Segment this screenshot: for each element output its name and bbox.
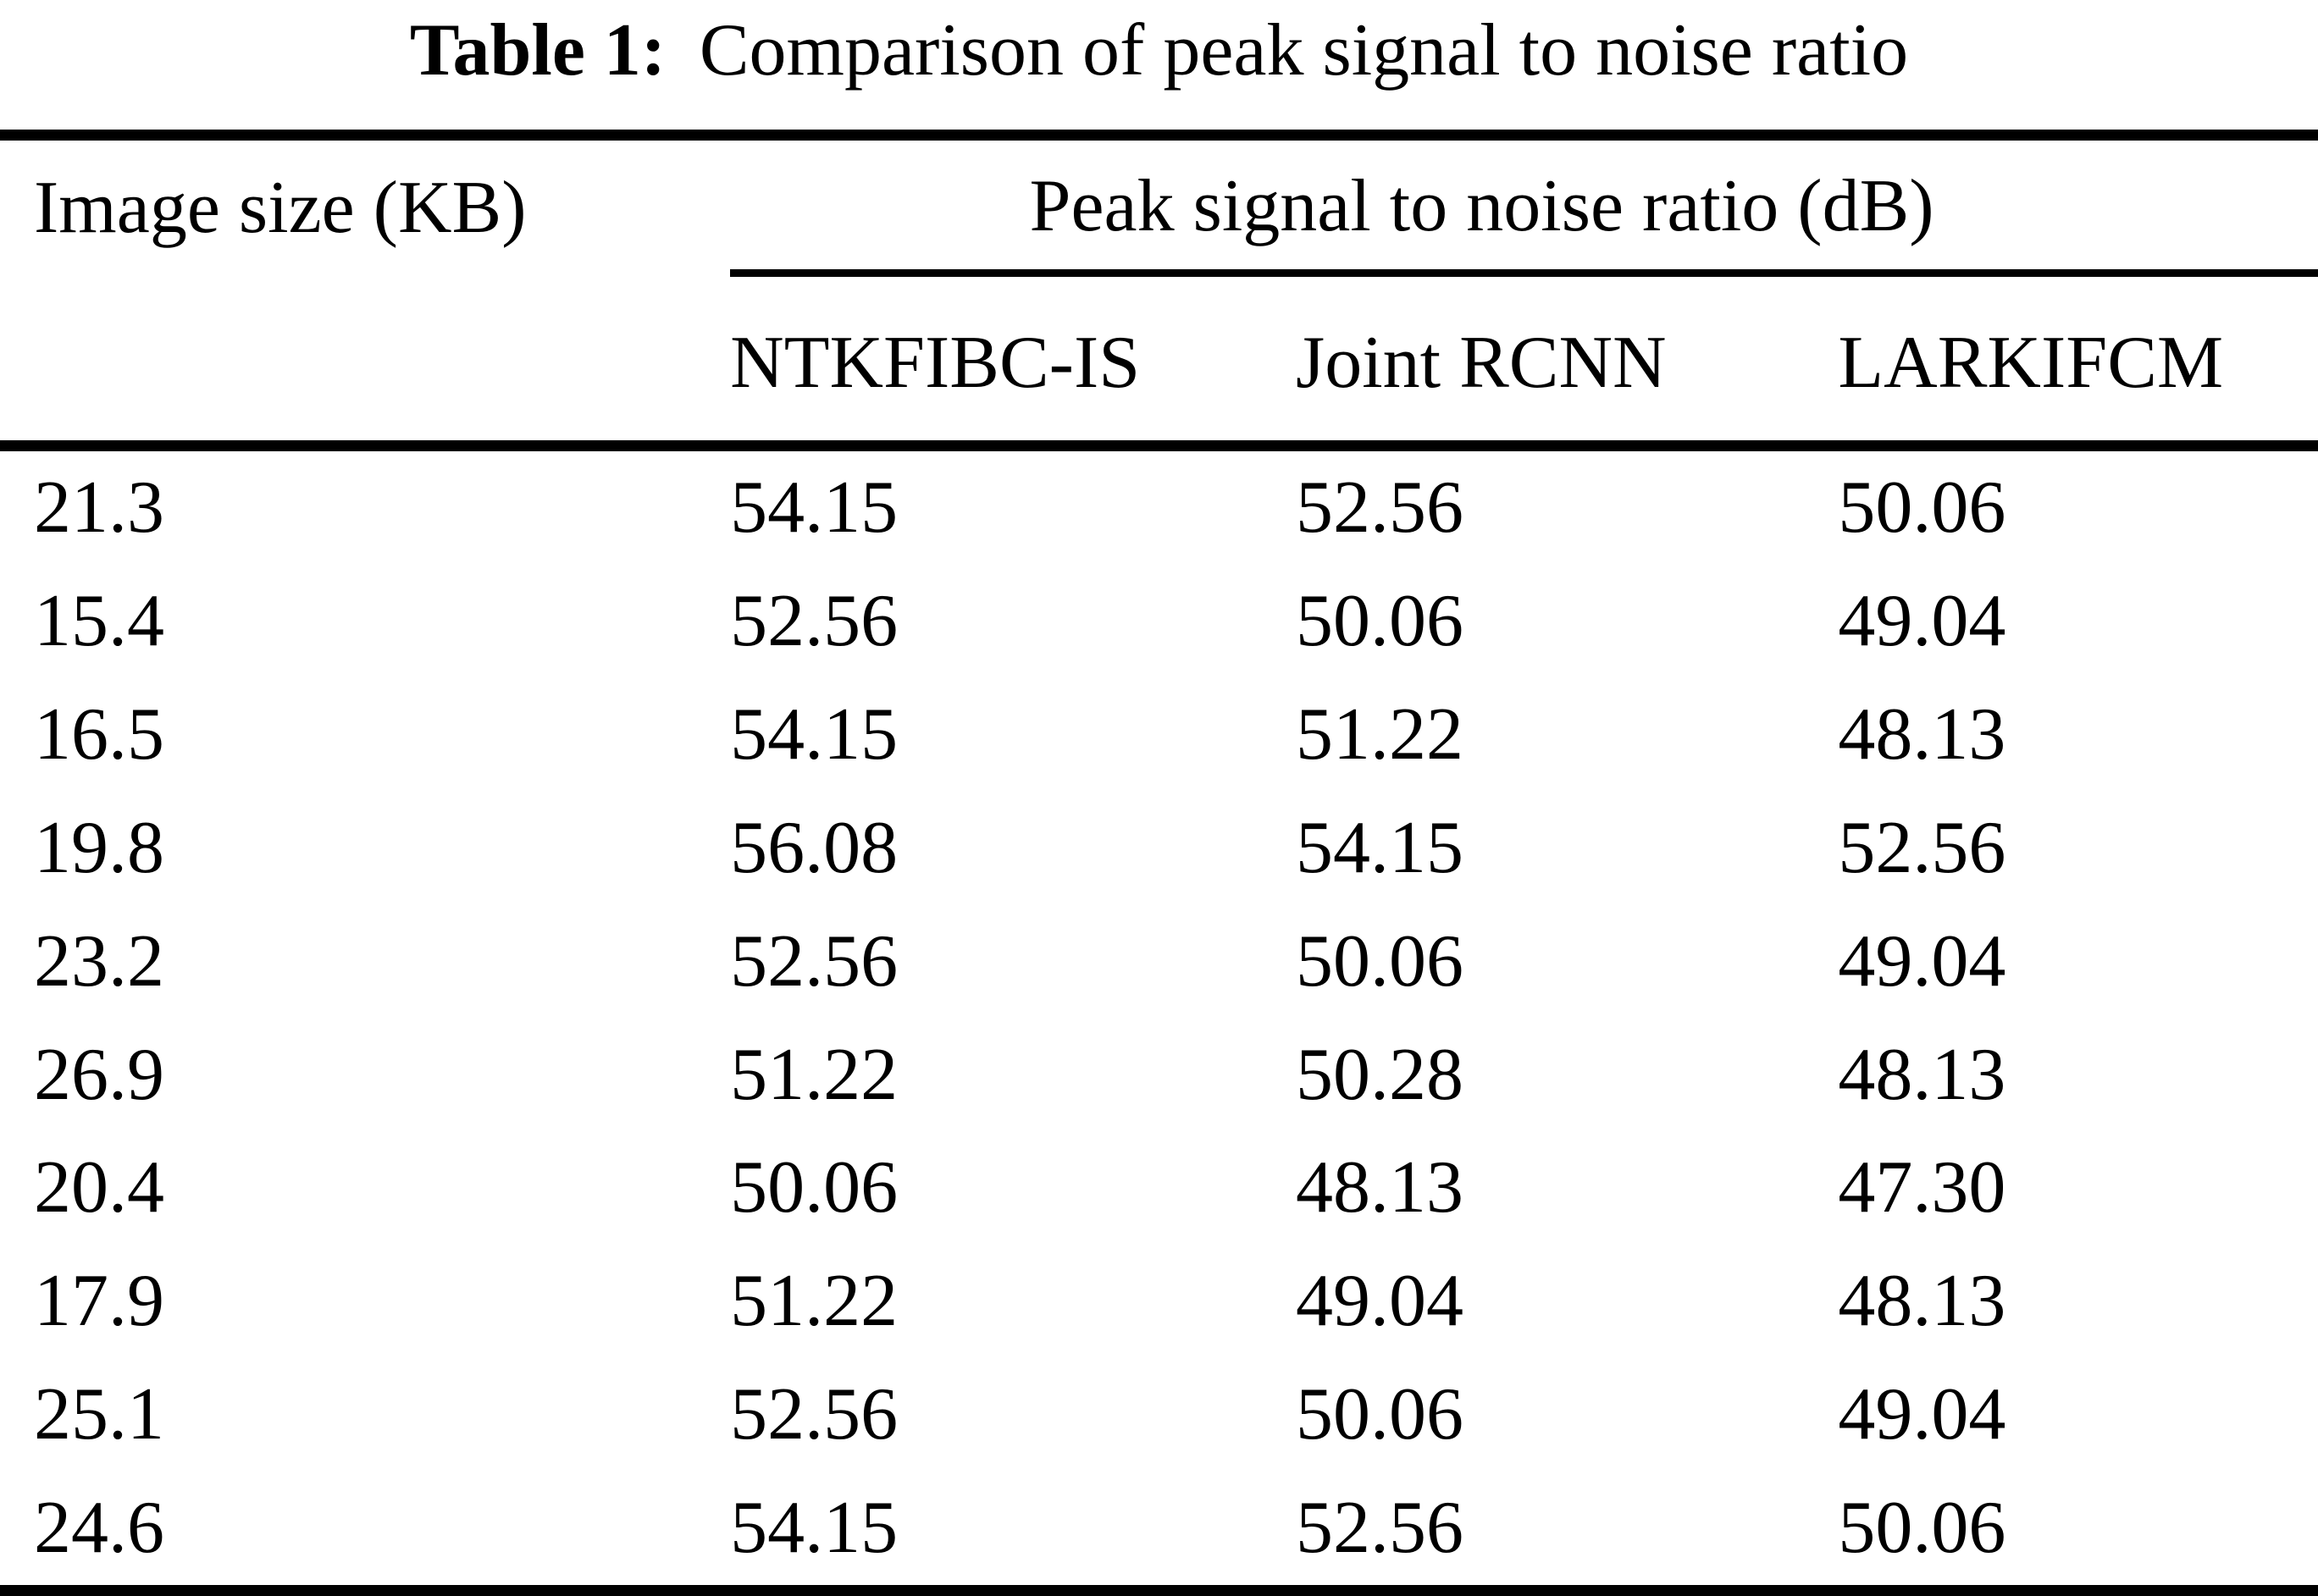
- empty-header-cell: [0, 273, 731, 452]
- method-header-joint-rcnn: Joint RCNN: [1295, 273, 1839, 452]
- image-size-cell: 25.1: [34, 1373, 164, 1456]
- table-row: 24.6 54.15 52.56 50.06: [0, 1472, 2318, 1590]
- table-row: 23.2 52.56 50.06 49.04: [0, 905, 2318, 1019]
- larkifcm-cell: 50.06: [1838, 467, 2006, 549]
- table-row: 19.8 56.08 54.15 52.56: [0, 792, 2318, 905]
- psnr-comparison-table: Image size (KB) Peak signal to noise rat…: [0, 129, 2318, 1596]
- ntkfibc-is-cell: 52.56: [730, 580, 899, 663]
- joint-rcnn-cell: 50.06: [1295, 919, 1463, 1002]
- ntkfibc-is-cell: 51.22: [730, 1033, 899, 1116]
- method-header-ntkfibc-is: NTKFIBC-IS: [730, 273, 1296, 452]
- image-size-cell: 17.9: [34, 1260, 164, 1343]
- joint-rcnn-cell: 52.56: [1295, 467, 1463, 549]
- larkifcm-cell: 49.04: [1838, 919, 2006, 1002]
- ntkfibc-is-cell: 50.06: [730, 1146, 899, 1229]
- table-caption-text: Comparison of peak signal to noise ratio: [699, 9, 1909, 91]
- header-row-methods: NTKFIBC-IS Joint RCNN LARKIFCM: [0, 273, 2318, 452]
- larkifcm-cell: 48.13: [1838, 1033, 2006, 1116]
- ntkfibc-is-cell: 56.08: [730, 806, 899, 889]
- ntkfibc-is-cell: 51.22: [730, 1260, 899, 1343]
- larkifcm-cell: 49.04: [1838, 580, 2006, 663]
- ntkfibc-is-cell: 54.15: [730, 693, 899, 776]
- joint-rcnn-cell: 50.28: [1295, 1033, 1463, 1116]
- image-size-cell: 21.3: [34, 467, 164, 549]
- table-row: 15.4 52.56 50.06 49.04: [0, 565, 2318, 678]
- ntkfibc-is-cell: 52.56: [730, 919, 899, 1002]
- image-size-header: Image size (KB): [34, 167, 527, 250]
- header-row-group: Image size (KB) Peak signal to noise rat…: [0, 135, 2318, 277]
- larkifcm-cell: 49.04: [1838, 1373, 2006, 1456]
- ntkfibc-is-cell: 52.56: [730, 1373, 899, 1456]
- image-size-cell: 24.6: [34, 1486, 164, 1569]
- joint-rcnn-cell: 52.56: [1295, 1486, 1463, 1569]
- larkifcm-cell: 50.06: [1838, 1486, 2006, 1569]
- image-size-cell: 20.4: [34, 1146, 164, 1229]
- image-size-cell: 26.9: [34, 1033, 164, 1116]
- psnr-group-header: Peak signal to noise ratio (dB): [730, 135, 2318, 277]
- table-caption-label: Table 1:: [409, 9, 667, 91]
- larkifcm-cell: 47.30: [1838, 1146, 2006, 1229]
- larkifcm-cell: 48.13: [1838, 1260, 2006, 1343]
- table-row: 26.9 51.22 50.28 48.13: [0, 1019, 2318, 1132]
- joint-rcnn-cell: 49.04: [1295, 1260, 1463, 1343]
- joint-rcnn-cell: 50.06: [1295, 580, 1463, 663]
- method-header-larkifcm: LARKIFCM: [1838, 273, 2318, 452]
- ntkfibc-is-cell: 54.15: [730, 467, 899, 549]
- joint-rcnn-cell: 51.22: [1295, 693, 1463, 776]
- image-size-cell: 23.2: [34, 919, 164, 1002]
- ntkfibc-is-cell: 54.15: [730, 1486, 899, 1569]
- table-row: 25.1 52.56 50.06 49.04: [0, 1358, 2318, 1472]
- larkifcm-cell: 52.56: [1838, 806, 2006, 889]
- image-size-cell: 19.8: [34, 806, 164, 889]
- table-header: Image size (KB) Peak signal to noise rat…: [0, 135, 2318, 452]
- table-row: 16.5 54.15 51.22 48.13: [0, 678, 2318, 792]
- table-body: 21.3 54.15 52.56 50.06 15.4 52.56 50.06 …: [0, 446, 2318, 1590]
- larkifcm-cell: 48.13: [1838, 693, 2006, 776]
- table-row: 20.4 50.06 48.13 47.30: [0, 1131, 2318, 1245]
- table-row: 21.3 54.15 52.56 50.06: [0, 446, 2318, 565]
- table-row: 17.9 51.22 49.04 48.13: [0, 1245, 2318, 1358]
- joint-rcnn-cell: 50.06: [1295, 1373, 1463, 1456]
- image-size-cell: 16.5: [34, 693, 164, 776]
- joint-rcnn-cell: 48.13: [1295, 1146, 1463, 1229]
- image-size-cell: 15.4: [34, 580, 164, 663]
- table-caption: Table 1: Comparison of peak signal to noi…: [0, 9, 2318, 92]
- joint-rcnn-cell: 54.15: [1295, 806, 1463, 889]
